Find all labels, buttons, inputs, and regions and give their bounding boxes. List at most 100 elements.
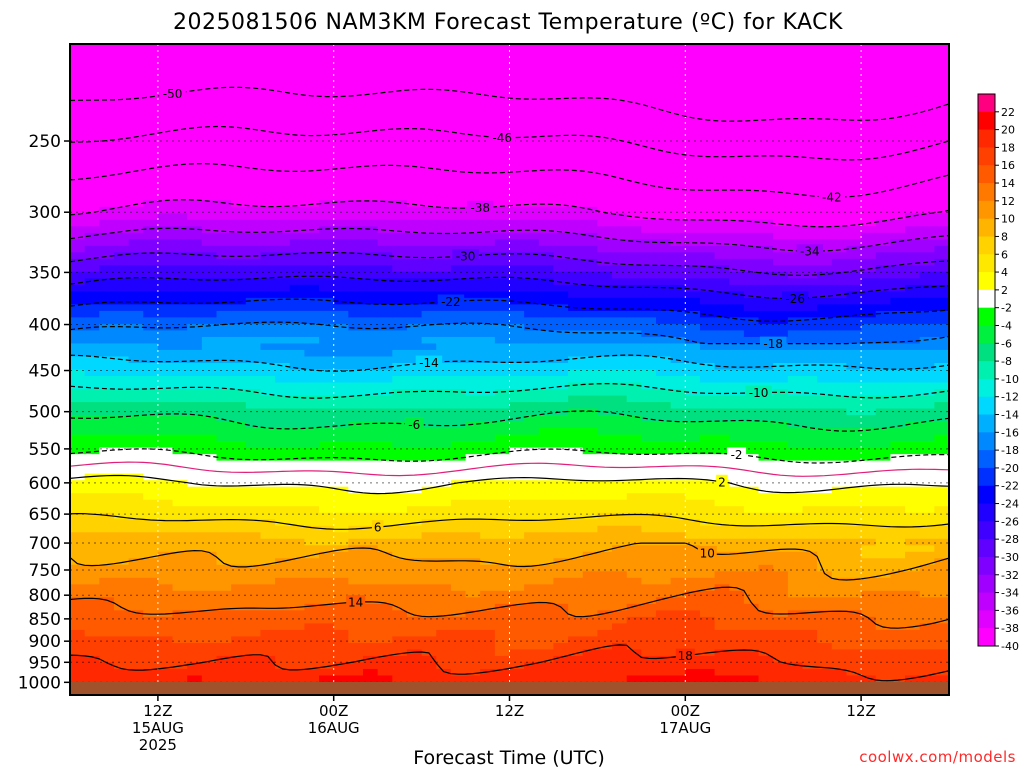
heat-cell [509,102,525,110]
heat-cell [289,551,305,559]
heat-cell [568,447,584,455]
heat-cell [524,44,540,52]
heat-cell [201,415,218,423]
heat-cell [509,675,525,683]
heat-cell [348,590,364,598]
heat-cell [597,616,613,624]
heat-cell [714,148,730,156]
heat-cell [421,642,437,651]
heat-cell [406,63,423,71]
heat-cell [348,141,364,149]
heat-cell [84,96,100,104]
heat-cell [729,519,745,527]
heat-cell [84,135,100,143]
heat-cell [480,382,496,390]
heat-cell [758,278,774,286]
heat-cell [729,532,745,540]
heat-cell [538,499,555,507]
heat-cell [612,193,628,201]
heat-cell [685,441,701,449]
heat-cell [494,323,511,332]
heat-cell [201,291,218,299]
heat-cell [582,161,598,169]
heat-cell [465,284,481,292]
heat-cell [84,284,100,292]
heat-cell [289,330,305,338]
heat-cell [773,278,789,286]
heat-cell [641,109,657,117]
heat-cell [480,122,496,130]
heat-cell [187,551,203,559]
heat-cell [128,616,144,624]
heat-cell [773,395,789,403]
heat-cell [685,102,701,110]
heat-cell [743,447,760,455]
heat-cell [699,239,716,247]
heat-cell [480,369,496,377]
heat-cell [333,161,349,169]
heat-cell [216,402,232,410]
heat-cell [348,480,364,488]
heat-cell [231,89,247,97]
heat-cell [421,551,437,559]
heat-cell [333,629,349,638]
heat-cell [699,310,716,319]
heat-cell [260,115,276,123]
heat-cell [231,551,247,559]
heat-cell [128,668,144,677]
heat-cell [128,473,144,481]
heat-cell [157,323,174,332]
heat-cell [319,115,335,123]
heat-cell [216,102,232,110]
heat-cell [231,174,247,182]
heat-cell [787,362,804,371]
heat-cell [714,447,730,455]
heat-cell [99,642,115,651]
heat-cell [626,369,642,377]
heat-cell [656,376,672,384]
heat-cell [363,239,379,247]
heat-cell [524,382,540,390]
heat-cell [157,603,174,611]
heat-cell [656,564,672,572]
heat-cell [685,213,701,221]
heat-cell [436,336,452,345]
heat-cell [143,206,159,214]
heat-cell [406,395,423,403]
heat-cell [568,89,584,97]
heat-cell [143,154,159,162]
heat-cell [363,297,379,305]
heat-cell [187,467,203,475]
heat-cell [787,428,804,436]
heat-cell [113,219,130,227]
heat-cell [363,161,379,169]
heat-cell [524,441,540,449]
heat-cell [641,473,657,481]
heat-cell [143,655,159,664]
heat-cell [70,421,86,429]
heat-cell [714,623,730,631]
heat-cell [70,668,86,677]
heat-cell [699,655,716,664]
heat-cell [275,258,291,266]
heat-cell [348,219,364,227]
heat-cell [612,128,628,136]
heat-cell [275,402,291,410]
heat-cell [465,421,481,429]
heat-cell [494,206,511,214]
heat-cell [406,662,423,670]
heat-cell [84,349,100,358]
heat-cell [348,636,364,644]
heat-cell [568,76,584,84]
heat-cell [758,473,774,481]
heat-cell [84,369,100,377]
heat-cell [201,428,218,436]
heat-cell [568,616,584,624]
heat-cell [436,200,452,208]
heat-cell [787,317,804,325]
heat-cell [626,213,642,221]
heat-cell [70,545,86,553]
heat-cell [260,610,276,618]
heat-cell [319,161,335,169]
heat-cell [157,662,174,670]
